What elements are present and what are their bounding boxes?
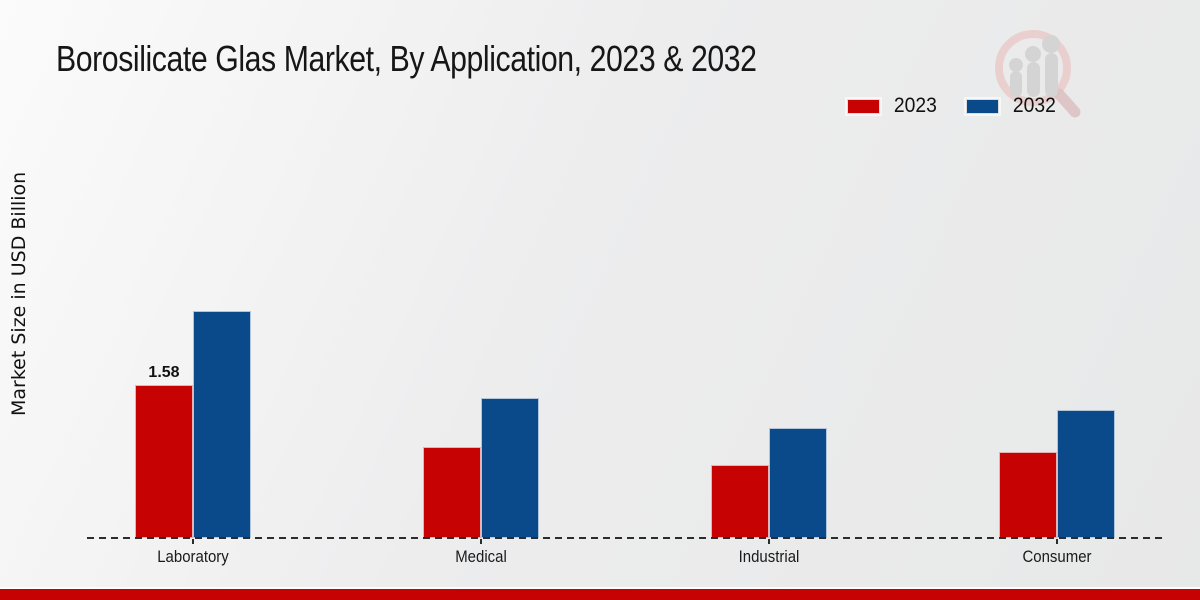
x-axis-tick xyxy=(480,539,482,544)
bar-2032-medical xyxy=(481,398,539,538)
chart-title: Borosilicate Glas Market, By Application… xyxy=(56,38,757,79)
bar-2023-consumer xyxy=(999,452,1057,538)
category-label-medical: Medical xyxy=(455,547,507,566)
bottom-accent-bar xyxy=(0,589,1200,600)
x-axis-tick xyxy=(192,539,194,544)
x-axis-tick xyxy=(1056,539,1058,544)
legend-item-2032: 2032 xyxy=(964,94,1058,118)
x-axis-tick xyxy=(768,539,770,544)
legend-swatch-2032-icon xyxy=(964,96,1002,116)
bar-2023-laboratory xyxy=(135,385,193,538)
category-label-industrial: Industrial xyxy=(738,547,800,566)
category-label-consumer: Consumer xyxy=(1022,547,1092,566)
category-label-laboratory: Laboratory xyxy=(157,547,229,566)
legend-label-2023: 2023 xyxy=(893,94,937,117)
legend-label-2032: 2032 xyxy=(1013,94,1057,117)
x-axis-baseline xyxy=(87,537,1163,539)
bar-2023-industrial xyxy=(711,465,769,538)
bar-value-label: 1.58 xyxy=(148,364,180,381)
legend-swatch-2023-icon xyxy=(844,96,882,116)
bottom-divider xyxy=(0,587,1200,589)
legend-item-2023: 2023 xyxy=(844,94,939,118)
magnifier-bar-chart-logo-icon xyxy=(995,30,1081,118)
bar-2032-laboratory xyxy=(193,311,251,538)
bar-2023-medical xyxy=(423,447,481,538)
bar-2032-industrial xyxy=(769,428,827,538)
bar-2032-consumer xyxy=(1057,410,1115,538)
legend: 2023 2032 xyxy=(844,94,1058,118)
